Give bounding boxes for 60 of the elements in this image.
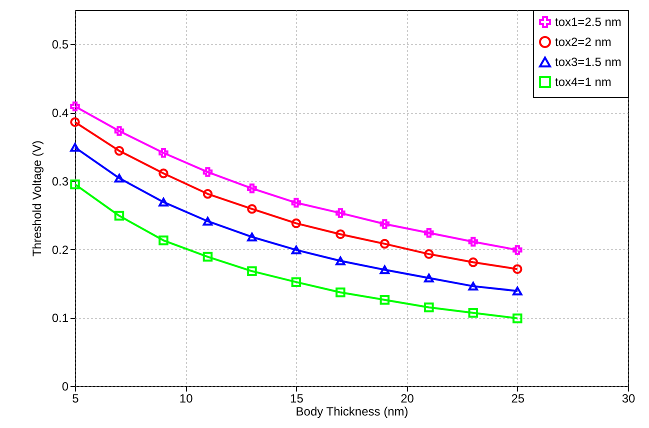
legend-label: tox2=2 nm	[555, 35, 612, 49]
point	[114, 146, 124, 156]
y-tick-label: 0.4	[52, 106, 69, 120]
point	[70, 179, 80, 190]
point	[380, 238, 390, 249]
y-axis-title: Threshold Voltage (V)	[30, 140, 44, 257]
point	[114, 210, 124, 221]
point	[158, 236, 168, 246]
x-tick-label: 30	[622, 392, 636, 406]
point	[424, 274, 434, 282]
point	[424, 249, 434, 259]
y-tick-label: 0.5	[52, 38, 69, 52]
point	[158, 148, 168, 158]
y-tick-label: 0.3	[52, 174, 69, 188]
point	[247, 232, 257, 242]
legend-label: tox1=2.5 nm	[555, 15, 622, 29]
point	[202, 189, 213, 199]
point	[291, 218, 302, 228]
legend-label: tox3=1.5 nm	[555, 55, 622, 69]
point	[70, 102, 80, 112]
point	[158, 168, 168, 178]
x-tick-label: 10	[179, 392, 194, 406]
point	[424, 302, 434, 312]
y-tick-label: 0.2	[52, 242, 69, 257]
point	[380, 265, 390, 274]
point	[336, 256, 346, 266]
point	[336, 287, 346, 298]
point	[291, 246, 302, 254]
y-tick-label: 0	[62, 380, 69, 394]
point	[424, 228, 434, 238]
point	[291, 198, 302, 208]
point	[291, 277, 302, 287]
y-tick-label: 0.1	[52, 311, 69, 326]
legend-label: tox4=1 nm	[555, 75, 612, 89]
point	[114, 174, 124, 183]
point	[202, 167, 213, 177]
point	[468, 308, 478, 318]
point	[336, 229, 346, 240]
x-tick-label: 25	[511, 392, 525, 406]
point	[512, 286, 522, 296]
point	[158, 198, 168, 206]
point	[114, 126, 124, 136]
point	[468, 282, 478, 291]
x-tick-label: 5	[72, 392, 80, 406]
point	[247, 184, 257, 194]
point	[380, 294, 390, 305]
point	[202, 216, 213, 226]
point	[512, 245, 522, 255]
x-tick-label: 15	[290, 392, 304, 406]
point	[247, 204, 257, 214]
point	[70, 143, 80, 152]
point	[468, 236, 478, 247]
x-axis-title: Body Thickness (nm)	[296, 404, 408, 418]
point	[512, 313, 522, 324]
point	[336, 208, 346, 218]
point	[468, 257, 478, 268]
point	[380, 219, 390, 229]
x-tick-label: 20	[400, 392, 414, 406]
point	[202, 252, 213, 262]
point	[247, 266, 257, 276]
